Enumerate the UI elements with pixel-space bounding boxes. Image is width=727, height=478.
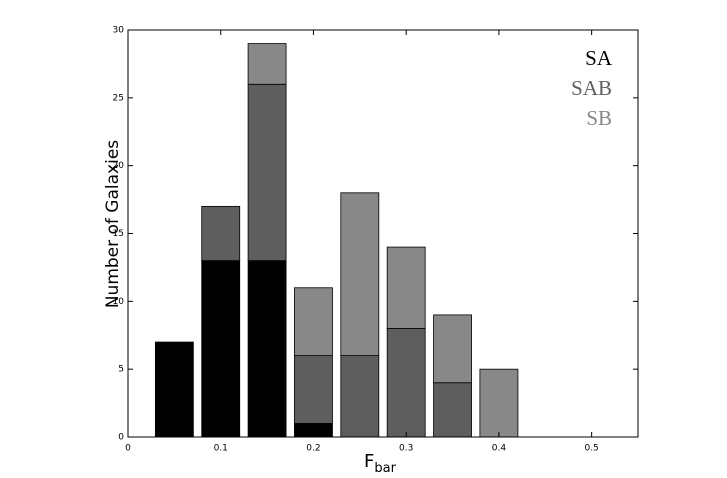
legend-entry: SB [586,106,612,130]
bar-segment [247,83,287,262]
y-tick-label: 10 [113,297,125,307]
bar-segment [433,314,472,384]
bar-segment [247,260,287,438]
x-tick-label: 0.1 [214,444,228,454]
bar-segment [433,382,472,438]
x-tick-label: 0.4 [492,444,507,454]
y-tick-label: 0 [118,433,124,443]
x-tick-label: 0.2 [306,444,320,454]
bar-segment [386,328,426,438]
bar-segment [247,43,287,85]
bar-segment [340,192,380,357]
x-axis-label-main: F [364,451,374,472]
bar-segment [201,205,241,262]
legend-entry: SA [585,46,613,70]
bar-segment [386,246,426,329]
bar-segment [294,287,333,356]
y-axis-label: Number of Galaxies [103,140,123,308]
y-tick-label: 5 [118,365,124,375]
y-tick-label: 30 [113,26,125,36]
bar-segment [201,260,241,438]
y-tick-label: 15 [113,229,124,239]
bar-segment [294,355,333,424]
y-tick-label: 25 [113,93,124,103]
bar-segment [154,341,194,438]
x-tick-label: 0.3 [399,444,413,454]
bar-segment [340,355,380,438]
x-tick-label: 0 [125,444,131,454]
x-axis-label-sub: bar [374,461,396,476]
y-tick-label: 20 [113,161,125,171]
legend-entry: SAB [571,76,612,100]
bar-segment [479,368,519,438]
x-tick-label: 0.5 [584,444,598,454]
x-axis-label: Fbar [364,451,397,476]
